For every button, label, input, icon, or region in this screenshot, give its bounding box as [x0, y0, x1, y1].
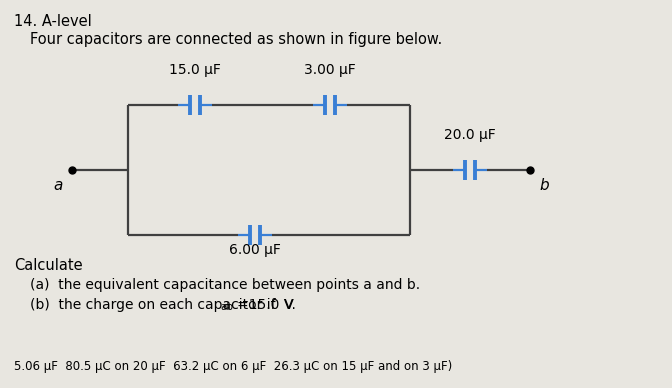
Text: 5.06 μF  80.5 μC on 20 μF  63.2 μC on 6 μF  26.3 μC on 15 μF and on 3 μF): 5.06 μF 80.5 μC on 20 μF 63.2 μC on 6 μF… — [14, 360, 452, 373]
Text: 3.00 μF: 3.00 μF — [304, 63, 356, 77]
Text: 20.0 μF: 20.0 μF — [444, 128, 496, 142]
Text: 14. A-level: 14. A-level — [14, 14, 92, 29]
Text: 15.0 μF: 15.0 μF — [169, 63, 221, 77]
Text: =15.0 V.: =15.0 V. — [237, 298, 296, 312]
Text: (a)  the equivalent capacitance between points a and b.: (a) the equivalent capacitance between p… — [30, 278, 420, 292]
Text: ab: ab — [220, 302, 233, 312]
Text: b: b — [539, 178, 549, 194]
Text: 6.00 μF: 6.00 μF — [229, 243, 281, 257]
Text: a: a — [53, 178, 62, 194]
Text: Calculate: Calculate — [14, 258, 83, 273]
Text: Four capacitors are connected as shown in figure below.: Four capacitors are connected as shown i… — [30, 32, 442, 47]
Text: (b)  the charge on each capacitor if  V: (b) the charge on each capacitor if V — [30, 298, 294, 312]
